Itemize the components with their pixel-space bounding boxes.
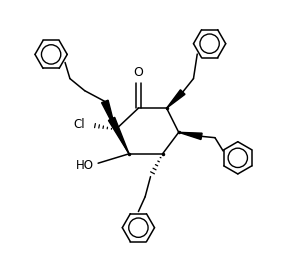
Polygon shape: [101, 100, 116, 130]
Polygon shape: [179, 132, 202, 140]
Text: HO: HO: [76, 158, 94, 171]
Text: Cl: Cl: [73, 118, 85, 131]
Polygon shape: [108, 117, 129, 154]
Text: O: O: [133, 66, 143, 79]
Polygon shape: [167, 90, 185, 108]
